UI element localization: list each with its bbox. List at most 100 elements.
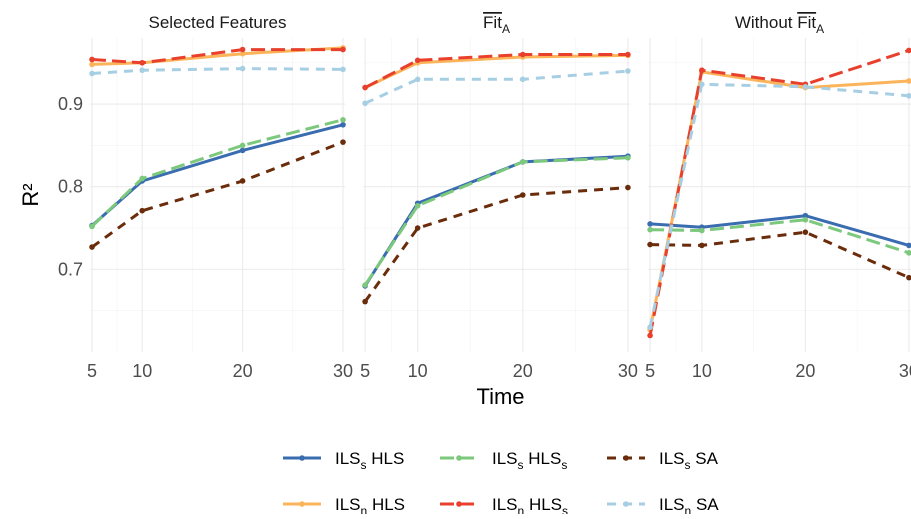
data-point-ils_n_sa [802,83,809,90]
panel-background [648,38,911,352]
x-tick-label: 30 [333,361,353,381]
data-point-ils_s_hls [239,147,246,154]
legend-key-point [456,455,462,461]
panel-title: FitA [483,13,510,36]
data-point-ils_n_sa [89,70,95,77]
data-point-ils_n_hlss [239,46,246,53]
series-line-ils_s_sa [91,140,344,249]
legend-label: ILSs HLSs [492,449,567,472]
data-point-ils_s_hlss [802,216,809,223]
data-point-ils_n_sa [340,66,346,73]
data-point-ils_s_hlss [699,227,705,234]
series-line-ils_s_sa [363,186,629,303]
data-point-ils_n_sa [362,100,368,107]
data-point-ils_s_hlss [647,226,653,233]
x-tick-label: 10 [132,361,152,381]
data-point-ils_s_sa [519,192,526,198]
data-point-ils_s_hlss [362,282,368,288]
panel-background [90,38,345,352]
data-point-ils_s_hlss [239,142,246,149]
data-point-ils_s_hls [802,212,809,219]
panel-title: Without FitA [735,13,824,36]
legend-item-ils_n_hlss: ILSn HLSs [440,495,568,518]
data-point-ils_n_sa [906,93,911,99]
legend-key-point [623,455,629,461]
data-point-ils_n_hlss [139,59,146,66]
legend-key-point [456,501,462,507]
data-point-ils_s_hlss [519,159,526,165]
x-tick-label: 20 [513,361,533,381]
y-tick-label: 0.7 [58,259,83,279]
data-point-ils_n_hlss [414,57,421,64]
data-point-ils_s_sa [239,178,246,184]
x-tick-label: 10 [692,361,712,381]
data-point-ils_s_hlss [625,155,631,161]
data-point-ils_n_hlss [699,67,705,74]
series-line-ils_n_hlss [91,48,343,65]
y-tick-label: 0.8 [58,177,83,197]
series-line-ils_s_hls [91,123,344,227]
legend-label: ILSs SA [659,449,719,472]
data-point-ils_s_hlss [906,250,911,256]
data-point-ils_n_sa [699,81,705,88]
data-point-ils_s_hls [647,221,653,227]
series-line-ils_n_hlss [648,48,910,336]
series-line-ils_n_sa [648,82,910,328]
data-point-ils_s_sa [89,244,95,250]
panels-group: Selected Features 5 10 20 30 FitA 5 10 20 30 Witho… [87,13,911,381]
data-point-ils_s_sa [647,241,653,248]
legend: ILSs HLS ILSs HLSs ILSs SA ILSn HLS ILSn HLS… [283,449,719,518]
data-point-ils_n_sa [647,324,653,331]
data-point-ils_s_hlss [414,202,421,209]
legend-label: ILSn HLS [335,495,405,514]
legend-item-ils_s_hls: ILSs HLS [283,449,404,472]
x-tick-label: 5 [360,361,370,381]
legend-item-ils_s_hlss: ILSs HLSs [440,449,567,472]
data-point-ils_n_sa [239,65,246,72]
x-tick-label: 5 [87,361,97,381]
data-point-ils_s_hlss [89,223,95,230]
data-point-ils_n_sa [139,67,146,74]
y-axis: 0.7 0.8 0.9 [58,94,83,279]
data-point-ils_s_sa [414,225,421,231]
series-line-ils_s_hls [650,214,910,247]
legend-label: ILSn HLSs [492,495,568,514]
data-point-ils_s_hls [340,121,346,128]
data-point-ils_s_sa [362,298,368,305]
legend-key-point [623,501,629,507]
panel-title: Selected Features [149,13,287,32]
series-line-ils_s_sa [650,230,910,279]
data-point-ils_n_sa [414,76,421,83]
data-point-ils_s_hlss [340,117,346,123]
data-point-ils_n_sa [519,76,526,83]
data-point-ils_s_sa [625,184,631,191]
series-line-ils_n_sa [91,67,344,75]
data-point-ils_s_hls [906,242,911,249]
series-line-ils_n_sa [364,69,629,105]
x-axis-title: Time [476,384,524,409]
series-line-ils_s_hlss [650,218,910,255]
data-point-ils_s_sa [340,139,346,145]
series-line-ils_s_hlss [363,156,628,286]
data-point-ils_n_hls [906,78,911,84]
data-point-ils_n_hls [89,61,95,68]
x-tick-label: 30 [899,361,911,381]
legend-label: ILSn SA [659,495,719,514]
panel-2: FitA 5 10 20 30 [360,13,638,381]
x-tick-label: 30 [618,361,638,381]
panel-1: Selected Features 5 10 20 30 [87,13,353,381]
data-point-ils_s_sa [139,207,146,214]
legend-label: ILSs HLS [335,449,404,472]
series-line-ils_n_hlss [364,53,628,89]
x-tick-label: 20 [233,361,253,381]
data-point-ils_n_hlss [647,332,653,339]
legend-key-point [299,501,305,507]
data-point-ils_s_sa [906,274,911,281]
x-tick-label: 20 [795,361,815,381]
data-point-ils_n_hlss [362,84,368,91]
data-point-ils_s_sa [699,242,705,249]
data-point-ils_n_hlss [906,47,911,54]
panel-background [363,38,630,352]
data-point-ils_s_hlss [139,175,146,182]
series-line-ils_s_hlss [90,118,344,228]
